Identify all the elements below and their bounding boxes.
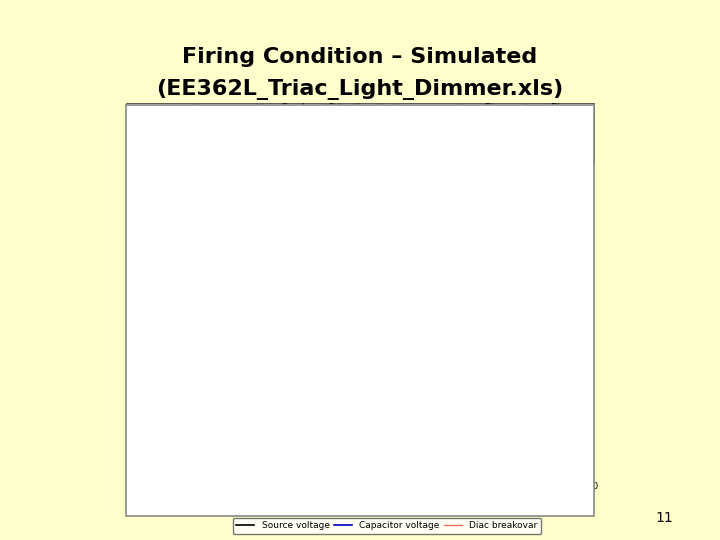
Line: Source voltage: Source voltage [184, 232, 590, 409]
Source voltage [318, 242, 326, 249]
Text: Firing Condition – Simulated: Firing Condition – Simulated [182, 46, 538, 67]
Diac breakovar [179, 286, 188, 292]
Source voltage [488, 406, 497, 412]
Text: 11: 11 [655, 511, 673, 525]
Line: Capacitor voltage: Capacitor voltage [184, 289, 590, 327]
Legend: Source voltage, Capacitor voltage, Diac breakovar: Source voltage, Capacitor voltage, Diac … [233, 518, 541, 534]
Capacitor voltage [281, 286, 289, 292]
Capacitor voltage [586, 318, 595, 324]
Text: (EE362L_Triac_Light_Dimmer.xls): (EE362L_Triac_Light_Dimmer.xls) [156, 79, 564, 99]
Source voltage [586, 317, 595, 323]
Source voltage [179, 317, 188, 323]
Capacitor voltage [318, 316, 326, 322]
Capacitor voltage [477, 321, 485, 327]
Text: EE362L Triac_Light_Dimmer.xls
$V_{an}$ and $V_{cn}$ waveforms with
potentiometer: EE362L Triac_Light_Dimmer.xls $V_{an}$ a… [363, 182, 511, 215]
X-axis label: Angle: Angle [369, 495, 405, 505]
Source voltage [564, 347, 572, 353]
Diac breakovar [181, 286, 189, 292]
Source voltage [485, 406, 493, 412]
Capacitor voltage [372, 317, 380, 323]
Source voltage [372, 302, 380, 309]
Source voltage [569, 340, 577, 347]
Capacitor voltage [564, 318, 572, 324]
Source voltage [477, 405, 485, 411]
Capacitor voltage [488, 323, 497, 329]
Y-axis label: Voltage: Voltage [136, 303, 146, 342]
Source voltage [281, 228, 289, 235]
Capacitor voltage [485, 324, 494, 330]
Capacitor voltage [569, 318, 577, 324]
Capacitor voltage [179, 319, 188, 326]
